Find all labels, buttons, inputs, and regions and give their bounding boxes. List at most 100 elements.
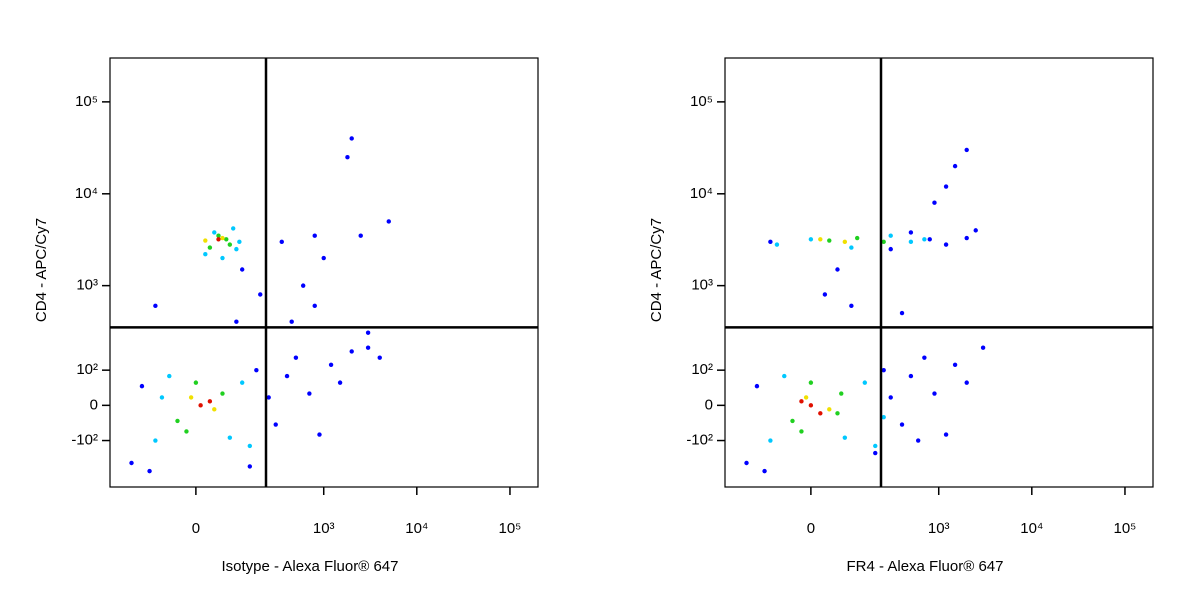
- event-dot: [273, 422, 278, 427]
- event-dot: [932, 200, 937, 205]
- event-dot: [365, 330, 371, 335]
- y-tick-label: -10²: [686, 432, 713, 449]
- x-tick-label: 10³: [313, 520, 335, 537]
- event-dot: [768, 239, 773, 245]
- event-dot: [377, 355, 382, 360]
- event-dot: [842, 435, 848, 440]
- event-dot: [328, 362, 334, 367]
- event-dot: [247, 464, 253, 469]
- event-dot: [973, 228, 978, 233]
- event-dot: [220, 255, 225, 261]
- event-dot: [888, 233, 893, 238]
- x-tick-label: 10⁴: [1020, 520, 1043, 537]
- event-dot: [932, 391, 937, 396]
- event-dot: [153, 438, 158, 443]
- event-dot: [234, 246, 239, 252]
- event-dot: [307, 391, 312, 396]
- x-tick-label: 10⁴: [405, 520, 428, 537]
- event-dot: [239, 380, 245, 385]
- x-tick-label: 0: [807, 520, 815, 537]
- event-dot: [258, 292, 263, 297]
- y-tick-label: -10²: [71, 432, 98, 449]
- event-dot: [908, 373, 914, 379]
- event-dot: [224, 237, 229, 242]
- event-dot: [827, 238, 832, 243]
- event-dot: [345, 155, 350, 160]
- event-dot: [908, 230, 914, 235]
- event-dot: [212, 407, 217, 412]
- event-dot: [247, 443, 253, 449]
- x-axis-title: Isotype - Alexa Fluor® 647: [222, 558, 399, 575]
- y-axis-title: CD4 - APC/Cy7: [648, 218, 665, 322]
- event-dot: [284, 373, 290, 379]
- event-dot: [230, 226, 236, 231]
- event-dot: [908, 239, 914, 245]
- event-dot: [216, 233, 221, 238]
- event-dot: [952, 362, 958, 367]
- x-tick-label: 0: [192, 520, 200, 537]
- event-dot: [198, 403, 203, 408]
- event-dot: [237, 239, 242, 245]
- y-tick-label: 10⁴: [75, 185, 98, 202]
- y-tick-label: 10³: [691, 277, 713, 294]
- event-dot: [888, 246, 893, 252]
- y-tick-label: 10⁵: [75, 93, 98, 110]
- event-dot: [915, 438, 921, 443]
- y-tick-label: 10³: [76, 277, 98, 294]
- x-tick-label: 10⁵: [1114, 520, 1137, 537]
- event-dot: [227, 242, 233, 247]
- event-dot: [254, 367, 259, 373]
- y-tick-label: 10²: [691, 361, 713, 378]
- event-dot: [822, 292, 828, 297]
- event-dot: [212, 230, 217, 235]
- event-dot: [808, 380, 814, 385]
- event-dot: [952, 163, 958, 169]
- event-dot: [365, 345, 371, 350]
- event-dot: [754, 383, 760, 389]
- event-dot: [279, 239, 284, 245]
- event-dot: [216, 237, 221, 242]
- event-dot: [818, 411, 823, 416]
- x-axis-title: FR4 - Alexa Fluor® 647: [847, 558, 1004, 575]
- event-dot: [147, 468, 152, 474]
- event-dot: [159, 395, 165, 400]
- event-dot: [922, 355, 927, 360]
- y-tick-label: 10²: [76, 361, 98, 378]
- event-dot: [300, 283, 306, 288]
- event-dot: [184, 429, 189, 434]
- event-dot: [835, 411, 840, 416]
- event-dot: [899, 310, 905, 316]
- event-dot: [768, 438, 773, 443]
- y-tick-label: 0: [705, 396, 713, 413]
- event-dot: [266, 395, 271, 400]
- event-dot: [799, 399, 804, 404]
- event-dot: [799, 429, 804, 434]
- event-dot: [227, 435, 233, 440]
- event-dot: [964, 235, 969, 241]
- event-dot: [386, 219, 391, 224]
- plot-frame: [724, 57, 1154, 488]
- x-tick-label: 10⁵: [499, 520, 522, 537]
- event-dot: [317, 432, 322, 437]
- plot-frame: [109, 57, 539, 488]
- x-tick-label: 10³: [928, 520, 950, 537]
- y-tick-label: 10⁵: [690, 93, 713, 110]
- event-dot: [842, 239, 848, 245]
- event-dot: [873, 450, 878, 456]
- event-dot: [774, 242, 780, 247]
- event-dot: [943, 432, 949, 437]
- event-dot: [827, 407, 832, 412]
- event-dot: [153, 303, 158, 309]
- event-dot: [203, 252, 208, 257]
- event-dot: [808, 237, 814, 242]
- event-dot: [193, 380, 199, 385]
- event-dot: [312, 303, 317, 309]
- event-dot: [964, 147, 969, 153]
- event-dot: [803, 395, 809, 400]
- event-dot: [239, 267, 245, 272]
- event-dot: [927, 237, 932, 242]
- event-dot: [289, 319, 294, 324]
- event-dot: [839, 391, 844, 396]
- event-dot: [899, 422, 905, 427]
